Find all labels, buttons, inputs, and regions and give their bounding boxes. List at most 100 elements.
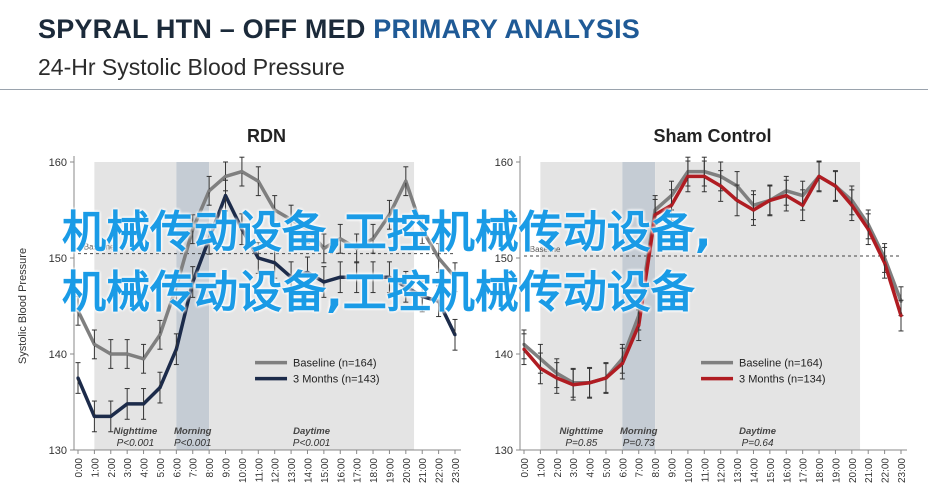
x-tick-label: 2:00 bbox=[553, 458, 564, 478]
data-point bbox=[158, 386, 162, 390]
data-point bbox=[522, 347, 526, 351]
data-point bbox=[371, 237, 375, 241]
data-point bbox=[174, 285, 178, 289]
data-point bbox=[833, 184, 838, 188]
x-tick-label: 8:00 bbox=[205, 458, 216, 478]
slide-subtitle: 24-Hr Systolic Blood Pressure bbox=[38, 54, 345, 80]
x-tick-label: 22:00 bbox=[435, 458, 446, 483]
y-tick-label: 150 bbox=[49, 253, 67, 265]
data-point bbox=[191, 280, 195, 284]
x-tick-label: 1:00 bbox=[536, 458, 547, 478]
series-line-1 bbox=[522, 174, 903, 387]
y-tick-label: 160 bbox=[49, 157, 67, 169]
data-point bbox=[76, 309, 80, 313]
x-tick-label: 9:00 bbox=[222, 458, 233, 478]
data-point bbox=[620, 362, 624, 366]
period-pvalue-daytime: P=0.64 bbox=[742, 438, 774, 449]
data-point bbox=[223, 194, 228, 198]
x-tick-label: 10:00 bbox=[684, 458, 695, 483]
slide-title: SPYRAL HTN – OFF MED PRIMARY ANALYSIS bbox=[38, 14, 640, 45]
data-point bbox=[817, 174, 821, 178]
data-point bbox=[109, 352, 113, 356]
data-point bbox=[256, 256, 260, 260]
data-point bbox=[404, 179, 408, 183]
data-point bbox=[637, 323, 641, 327]
data-point bbox=[751, 208, 756, 212]
header-divider bbox=[0, 89, 928, 90]
x-tick-label: 4:00 bbox=[586, 458, 597, 478]
data-point bbox=[866, 227, 870, 231]
x-tick-label: 20:00 bbox=[848, 458, 859, 483]
data-point bbox=[322, 246, 326, 250]
x-tick-label: 12:00 bbox=[717, 458, 728, 483]
x-tick-label: 21:00 bbox=[864, 458, 875, 483]
y-tick-label: 130 bbox=[49, 445, 67, 457]
data-point bbox=[768, 198, 772, 202]
sham-chart: Baseline 130 140 150 160 0:00 1:00 2:00 3:00 4:00… bbox=[495, 126, 908, 483]
data-point bbox=[355, 275, 359, 279]
x-tick-label: 2:00 bbox=[107, 458, 118, 478]
x-tick-label: 13:00 bbox=[287, 458, 298, 483]
legend-label-0: Baseline (n=164) bbox=[293, 358, 376, 370]
legend-label-1: 3 Months (n=143) bbox=[293, 374, 380, 386]
data-point bbox=[371, 275, 375, 279]
x-tick-label: 19:00 bbox=[385, 458, 396, 483]
x-tick-label: 3:00 bbox=[569, 458, 580, 478]
watermark-line-1: 机械传动设备,工控机械传动设备, bbox=[62, 207, 712, 258]
x-tick-label: 5:00 bbox=[602, 458, 613, 478]
period-pvalue-nighttime: P=0.85 bbox=[565, 438, 597, 449]
title-accent: PRIMARY ANALYSIS bbox=[373, 14, 640, 44]
period-band-daytime bbox=[655, 162, 861, 450]
x-tick-label: 14:00 bbox=[749, 458, 760, 483]
x-tick-label: 6:00 bbox=[172, 458, 183, 478]
data-point bbox=[420, 227, 424, 231]
x-tick-label: 15:00 bbox=[320, 458, 331, 483]
x-tick-label: 4:00 bbox=[140, 458, 151, 478]
period-pvalue-morning: P=0.73 bbox=[623, 438, 655, 449]
period-label-morning: Morning bbox=[174, 426, 212, 437]
data-point bbox=[571, 383, 575, 387]
data-point bbox=[305, 270, 310, 274]
data-point bbox=[338, 237, 342, 241]
data-point bbox=[555, 376, 559, 380]
y-tick-label: 150 bbox=[495, 253, 513, 265]
x-tick-label: 23:00 bbox=[451, 458, 462, 483]
data-point bbox=[355, 246, 359, 250]
period-band-morning bbox=[176, 162, 210, 450]
data-point bbox=[191, 227, 195, 231]
data-point bbox=[784, 194, 788, 198]
chart-title: RDN bbox=[247, 126, 286, 146]
legend-label-0: Baseline (n=164) bbox=[739, 358, 822, 370]
period-pvalue-morning: P<0.001 bbox=[174, 438, 212, 449]
x-tick-label: 0:00 bbox=[74, 458, 85, 478]
data-point bbox=[702, 174, 706, 178]
data-point bbox=[109, 414, 113, 418]
data-point bbox=[686, 174, 690, 178]
data-point bbox=[850, 203, 854, 207]
data-point bbox=[899, 314, 903, 318]
data-point bbox=[141, 402, 146, 406]
data-point bbox=[240, 170, 244, 174]
y-tick-label: 130 bbox=[495, 445, 513, 457]
x-tick-label: 17:00 bbox=[353, 458, 364, 483]
data-point bbox=[883, 261, 887, 265]
x-tick-label: 13:00 bbox=[733, 458, 744, 483]
data-point bbox=[207, 237, 211, 241]
x-tick-label: 14:00 bbox=[303, 458, 314, 483]
data-point bbox=[289, 218, 293, 222]
x-tick-label: 3:00 bbox=[123, 458, 134, 478]
y-tick-label: 160 bbox=[495, 157, 513, 169]
data-point bbox=[669, 203, 674, 207]
x-tick-label: 18:00 bbox=[369, 458, 380, 483]
data-point bbox=[174, 347, 178, 351]
data-point bbox=[273, 261, 277, 265]
x-tick-label: 23:00 bbox=[897, 458, 908, 483]
title-main: SPYRAL HTN – OFF MED bbox=[38, 14, 374, 44]
period-band-nighttime bbox=[94, 162, 177, 450]
x-tick-label: 0:00 bbox=[520, 458, 531, 478]
y-tick-label: 140 bbox=[49, 349, 67, 361]
period-label-nighttime: Nighttime bbox=[113, 426, 158, 437]
data-point bbox=[653, 213, 657, 217]
data-point bbox=[141, 357, 146, 361]
